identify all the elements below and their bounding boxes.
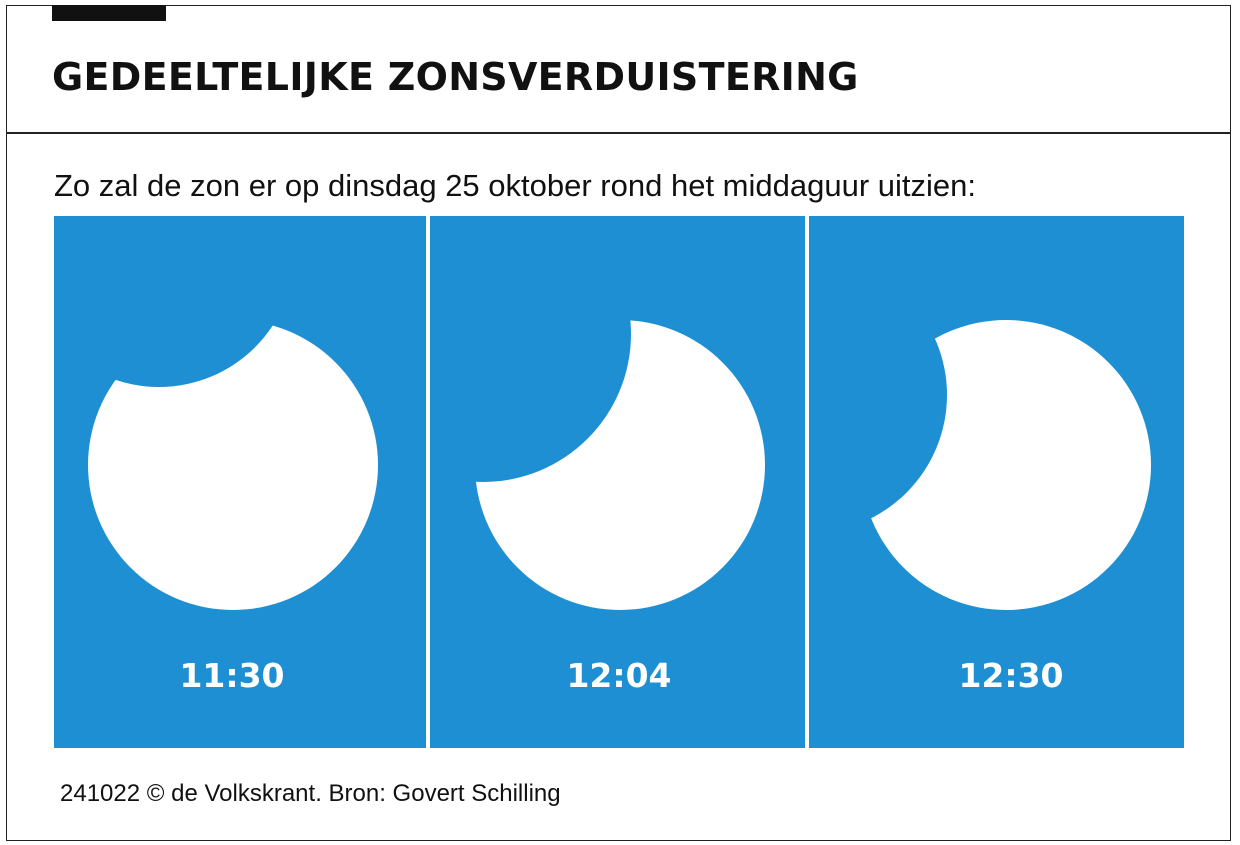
eclipsed-sun: [88, 320, 378, 610]
source-credit: 241022 © de Volkskrant. Bron: Govert Sch…: [60, 780, 561, 807]
eclipse-phase-1204-diagram: 12:04: [430, 216, 805, 748]
graphic-frame: [6, 5, 1231, 841]
eclipsed-sun: [475, 320, 765, 610]
subtitle: Zo zal de zon er op dinsdag 25 oktober r…: [54, 168, 976, 203]
header-tag-bar: [52, 5, 166, 21]
time-label: 12:30: [958, 656, 1063, 695]
time-label: 11:30: [179, 656, 284, 695]
eclipsed-sun: [861, 320, 1151, 610]
time-label: 12:04: [566, 656, 671, 695]
header-divider: [6, 132, 1231, 134]
eclipse-panel-2: 12:04: [430, 216, 805, 748]
page-title: GEDEELTELIJKE ZONSVERDUISTERING: [52, 55, 859, 99]
eclipse-panel-3: 12:30: [809, 216, 1184, 748]
eclipse-panel-1: 11:30: [54, 216, 426, 748]
eclipse-phase-1130-diagram: 11:30: [54, 216, 426, 748]
eclipse-phase-1230-diagram: 12:30: [809, 216, 1184, 748]
